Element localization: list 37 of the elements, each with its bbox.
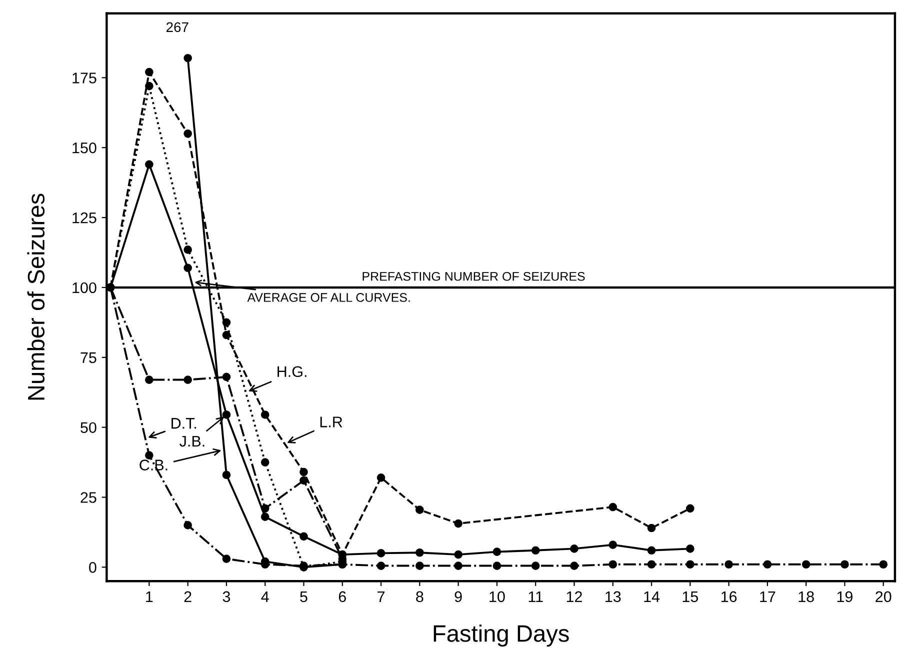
x-tick-label: 18 xyxy=(798,591,814,602)
x-tick-label: 13 xyxy=(606,591,621,602)
y-tick-label: 25 xyxy=(80,492,96,503)
annotation: AVERAGE OF ALL CURVES. xyxy=(247,293,410,302)
ref-line-label: PREFASTING NUMBER OF SEIZURES xyxy=(362,272,585,281)
y-tick-label: 125 xyxy=(72,212,96,224)
annotation: J.B. xyxy=(180,436,204,447)
annotation: L.R xyxy=(320,416,342,428)
x-tick-label: 3 xyxy=(222,591,230,602)
x-axis-title: Fasting Days xyxy=(434,624,569,647)
annotation: 267 xyxy=(166,22,188,32)
x-tick-label: 10 xyxy=(490,591,505,602)
x-tick-label: 17 xyxy=(760,591,776,602)
x-tick-label: 5 xyxy=(300,591,308,602)
x-tick-label: 19 xyxy=(837,591,852,602)
y-tick-label: 75 xyxy=(80,352,96,364)
y-tick-label: 175 xyxy=(72,72,96,84)
x-tick-label: 1 xyxy=(146,591,153,602)
y-tick-label: 50 xyxy=(80,422,96,434)
x-tick-label: 6 xyxy=(338,591,346,602)
y-tick-label: 100 xyxy=(72,282,96,294)
x-tick-label: 8 xyxy=(416,591,424,602)
x-tick-label: 14 xyxy=(644,591,660,602)
annotation: H.G. xyxy=(278,366,306,378)
x-tick-label: 16 xyxy=(721,591,737,602)
x-tick-label: 7 xyxy=(378,591,385,602)
x-tick-label: 2 xyxy=(184,591,192,602)
y-axis-title: Number of Seizures xyxy=(27,194,45,400)
x-tick-label: 9 xyxy=(454,591,462,602)
y-tick-label: 150 xyxy=(72,142,96,154)
x-tick-label: 4 xyxy=(261,591,269,602)
x-tick-label: 15 xyxy=(682,591,698,602)
x-tick-label: 11 xyxy=(528,591,543,602)
x-tick-label: 20 xyxy=(876,591,892,602)
annotation: D.T. xyxy=(172,418,196,429)
x-tick-label: 12 xyxy=(566,591,582,602)
y-tick-label: 0 xyxy=(89,562,96,573)
